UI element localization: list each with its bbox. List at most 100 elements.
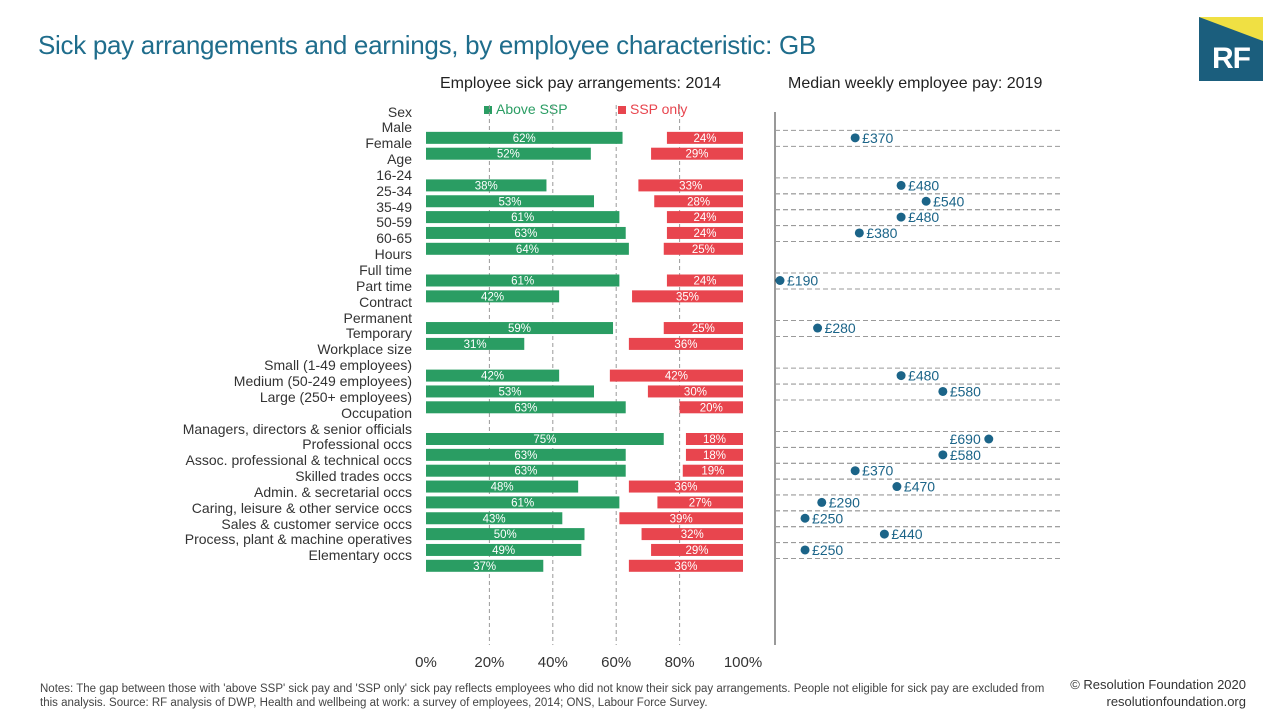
bar-above-label: 37% [473,561,496,573]
chart-title: Sick pay arrangements and earnings, by e… [38,30,816,60]
bar-above-ssp [426,433,664,445]
legend-above-ssp: Above SSP [484,101,568,117]
bar-above-label: 61% [511,497,534,509]
bar-ssp-only [666,226,743,239]
bar-ssp-only [628,337,743,350]
bar-above-label: 53% [498,196,521,208]
group-header: Age [387,151,412,168]
pay-label: £280 [825,320,856,336]
row-label: Professional occs [302,436,412,453]
pay-dot [984,434,994,444]
x-tick-label: 100% [724,654,762,671]
group-header: Contract [359,293,412,310]
pay-dot [921,196,931,206]
pay-label: £250 [812,510,843,526]
bar-ssp-label: 32% [681,529,704,541]
bar-ssp-label: 24% [693,133,716,145]
bar-ssp-label: 29% [686,545,709,557]
bar-panel-title: Employee sick pay arrangements: 2014 [440,75,722,92]
pay-dot [896,180,906,190]
pay-label: £250 [812,542,843,558]
bar-above-ssp [426,369,560,382]
bar-above-label: 42% [481,371,504,383]
bar-ssp-only [657,496,743,509]
bar-above-label: 75% [533,434,556,446]
credit: © Resolution Foundation 2020 resolutionf… [1070,676,1246,710]
bar-above-ssp [426,211,620,224]
bar-above-ssp [426,242,629,255]
notes: Notes: The gap between those with 'above… [40,683,1045,709]
group-header: Hours [374,246,412,263]
pay-label: £370 [862,130,893,146]
bar-above-ssp [426,464,626,477]
bar-ssp-only [666,211,743,224]
bar-ssp-label: 18% [703,434,726,446]
pay-dot [775,276,785,285]
pay-dot [896,212,906,222]
pay-label: £540 [933,193,964,209]
bar-above-ssp [426,337,525,350]
bar-ssp-only [651,543,743,556]
bar-ssp-label: 24% [693,212,716,224]
bar-above-label: 63% [514,466,537,478]
bar-ssp-label: 27% [689,497,712,509]
logo-text: RF [1212,42,1251,75]
bar-above-ssp [426,274,620,287]
x-tick-label: 60% [601,654,631,671]
bar-ssp-only [679,401,743,414]
row-label: Permanent [343,309,412,326]
bar-ssp-label: 28% [687,196,710,208]
row-label: 25-34 [376,182,412,199]
pay-label: £480 [908,177,939,193]
legend-above-label: Above SSP [496,101,568,117]
bar-above-label: 52% [497,149,520,161]
bar-ssp-label: 33% [679,180,702,192]
bar-above-ssp [426,322,614,335]
pay-label: £290 [829,494,860,510]
group-header: Sex [387,103,412,120]
bar-ssp-only [651,147,743,160]
row-label: Assoc. professional & technical occs [185,452,412,469]
legend-above-swatch [484,106,492,115]
bar-ssp-only [638,179,743,192]
bar-above-label: 48% [491,482,514,494]
bar-ssp-label: 24% [693,276,716,288]
x-tick-label: 20% [474,654,504,671]
bar-above-ssp [426,195,595,208]
pay-dot [800,513,810,523]
bar-ssp-only [666,274,743,287]
bar-above-label: 43% [483,513,506,525]
bar-ssp-label: 36% [674,561,697,573]
row-label: Admin. & secretarial occs [254,483,412,500]
x-tick-label: 0% [415,654,437,671]
row-label: 35-49 [376,198,412,215]
bar-above-ssp [426,147,591,160]
pay-label: £380 [866,225,897,241]
bar-ssp-only [632,290,743,303]
pay-label: £690 [950,431,981,447]
row-label: Sales & customer service occs [221,515,412,532]
pay-dot [817,497,827,507]
pay-label: £480 [908,368,939,384]
bar-ssp-only [628,480,743,493]
bar-above-ssp [426,385,595,398]
bar-ssp-label: 25% [692,244,715,256]
bar-ssp-only [628,559,743,572]
bar-ssp-label: 20% [700,402,723,414]
bar-above-ssp [426,543,582,556]
bar-above-ssp [426,496,620,509]
row-label: Process, plant & machine operatives [184,531,412,548]
row-label: Medium (50-249 employees) [233,372,412,389]
row-label: Skilled trades occs [295,468,412,485]
bar-above-ssp [426,528,585,541]
pay-dot [879,529,889,539]
bar-ssp-label: 39% [670,513,693,525]
bar-ssp-label: 19% [701,466,724,478]
row-label: Full time [359,262,412,278]
bar-above-ssp [426,401,626,414]
pay-dot [938,386,948,396]
bar-above-ssp [426,512,563,525]
legend-ssp-only: SSP only [618,101,687,117]
bar-ssp-label: 24% [693,228,716,240]
row-label: Caring, leisure & other service occs [191,499,412,516]
